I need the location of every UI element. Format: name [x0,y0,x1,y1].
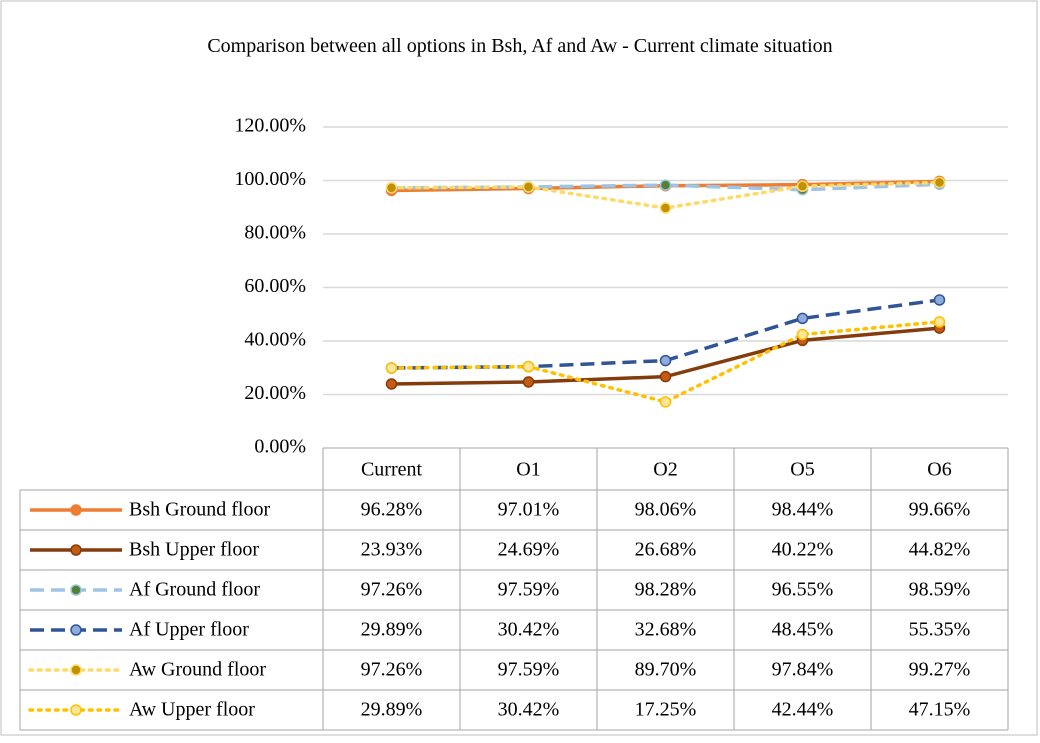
table-cell: 97.84% [772,659,834,681]
legend-marker [70,624,82,636]
table-cell: 30.42% [498,619,560,641]
legend-label: Aw Ground floor [129,659,266,681]
data-point [659,370,672,383]
table-cell: 26.68% [635,539,697,561]
table-cell: 40.22% [772,539,834,561]
series-line [389,320,942,404]
data-point [933,176,946,189]
table-cell: 97.26% [361,659,423,681]
column-header: O2 [653,459,677,481]
table-cell: 89.70% [635,659,697,681]
data-point [933,316,946,328]
table-cell: 96.55% [772,579,834,601]
column-header: O1 [516,459,540,481]
data-point [796,328,809,341]
table-cell: 47.15% [909,699,971,721]
y-tick-label: 120.00% [234,115,306,137]
data-point [659,202,672,214]
legend-marker [70,704,82,716]
data-point [385,378,398,390]
data-point [385,182,398,194]
table-cell: 32.68% [635,619,697,641]
table-cell: 17.25% [635,699,697,721]
table-cell: 55.35% [909,619,971,641]
table-cell: 23.93% [361,539,423,561]
data-point [796,180,809,193]
table-cell: 99.66% [909,499,971,521]
table-cell: 98.44% [772,499,834,521]
table-cell: 24.69% [498,539,560,561]
table-cell: 97.01% [498,499,560,521]
column-header: O6 [927,459,951,481]
legend-marker [70,544,82,556]
table-cell: 48.45% [772,619,834,641]
legend-label: Af Upper floor [129,619,249,641]
table-cell: 30.42% [498,699,560,721]
data-point [522,376,535,388]
table-cell: 96.28% [361,499,423,521]
table-cell: 97.59% [498,579,560,601]
table-cell: 29.89% [361,619,423,641]
legend-label: Aw Upper floor [129,699,255,721]
data-point [659,354,672,367]
data-point [933,294,946,306]
legend-marker [70,584,82,596]
y-tick-label: 20.00% [244,382,306,404]
legend-marker [70,504,82,516]
data-point [659,179,672,191]
table-cell: 44.82% [909,539,971,561]
chart-title: Comparison between all options in Bsh, A… [207,35,832,57]
y-tick-label: 100.00% [234,168,306,190]
data-point [385,362,398,374]
y-tick-label: 0.00% [254,436,306,458]
table-cell: 97.26% [361,579,423,601]
table-cell: 98.28% [635,579,697,601]
y-tick-label: 40.00% [244,329,306,351]
y-tick-label: 80.00% [244,222,306,244]
legend-label: Bsh Upper floor [129,539,259,561]
column-header: Current [361,459,423,481]
legend-marker [70,664,82,676]
y-tick-label: 60.00% [244,275,306,297]
column-header: O5 [790,459,814,481]
data-point [796,312,809,325]
table-cell: 29.89% [361,699,423,721]
table-cell: 97.59% [498,659,560,681]
data-point [522,181,535,193]
legend-label: Af Ground floor [129,579,260,601]
table-cell: 42.44% [772,699,834,721]
table-cell: 98.06% [635,499,697,521]
data-point [659,396,672,408]
table-cell: 98.59% [909,579,971,601]
table-cell: 99.27% [909,659,971,681]
data-point [522,360,535,373]
legend-label: Bsh Ground floor [129,499,270,521]
